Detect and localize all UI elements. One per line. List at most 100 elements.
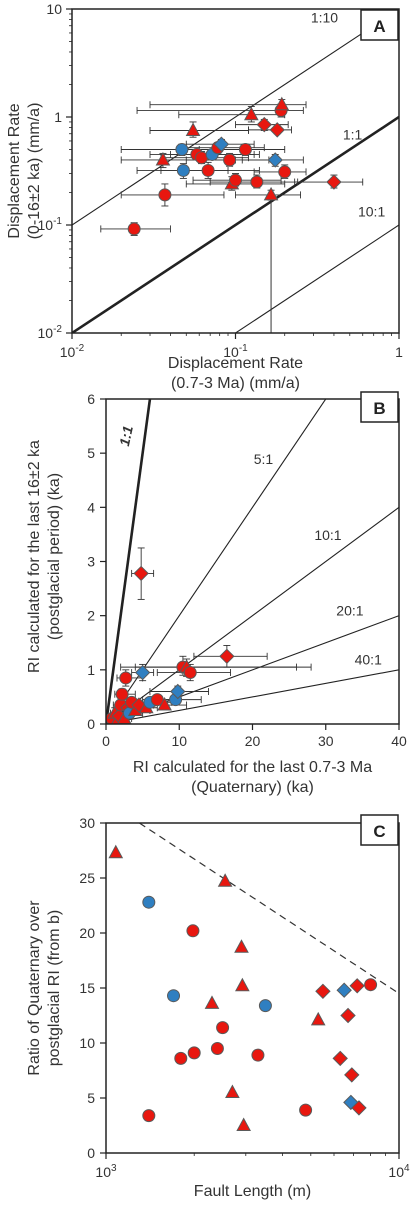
data-point [186, 924, 200, 938]
data-point [344, 1067, 360, 1083]
ratio-label: 10:1 [358, 203, 385, 219]
ratio-label: 1:10 [311, 9, 338, 25]
legend [4, 1206, 411, 1214]
data-point [250, 175, 264, 189]
data-point [269, 122, 285, 138]
panel-a-plot-area [72, 9, 399, 333]
y-axis-label: Ratio of Quaternary over postglacial RI (… [26, 900, 63, 1076]
x-tick-label: 10-1 [223, 343, 248, 360]
data-point [274, 96, 290, 111]
panel-a-chart: 1:10 1:1 10:1 10-2 10-1 1 10 1 10-1 10-2 Displacem… [6, 1, 403, 392]
data-point [235, 977, 250, 992]
error-bar [134, 658, 297, 677]
data-point [157, 696, 172, 711]
y-tick-label: 1 [87, 662, 95, 678]
data-point [174, 1051, 188, 1065]
panel-letter-c-box [360, 814, 399, 846]
data-point [187, 1046, 201, 1060]
ratio-label: 20:1 [336, 603, 363, 619]
x-tick-label: 104 [388, 1163, 410, 1180]
data-point [263, 186, 279, 201]
data-point [134, 664, 151, 681]
data-point [267, 152, 283, 168]
data-point [158, 188, 172, 202]
ratio-label: 1:1 [116, 424, 136, 447]
y-tick-label: 30 [79, 815, 95, 831]
ratio-line-5 [106, 669, 399, 724]
data-point [336, 982, 352, 998]
panel-c-plot-area [108, 823, 399, 1131]
data-point [201, 163, 215, 177]
panel-letter-b: B [373, 399, 385, 418]
data-point [170, 683, 186, 700]
data-point [108, 844, 124, 859]
data-point [315, 983, 331, 1000]
data-point [351, 1100, 367, 1116]
data-point [236, 1117, 251, 1131]
data-point [234, 939, 249, 953]
ratio-label: 40:1 [355, 651, 382, 667]
ratio-line-2 [106, 399, 327, 724]
panel-b-frame [105, 398, 400, 725]
y-tick-label: 15 [79, 980, 95, 996]
y-tick-label: 6 [87, 391, 95, 407]
data-point [299, 1103, 313, 1117]
data-point [216, 1021, 230, 1035]
data-point [167, 989, 181, 1003]
ratio-label: 10:1 [314, 527, 341, 543]
data-point [155, 151, 171, 166]
data-point [238, 143, 252, 157]
ratio-label: 5:1 [254, 451, 274, 467]
x-tick-label: 30 [318, 733, 334, 749]
data-point [310, 1011, 326, 1026]
x-tick-label: 10 [171, 733, 187, 749]
envelope-line [139, 823, 399, 995]
y-axis-label: RI calculated for the last 16±2 ka (postg… [26, 440, 63, 673]
panel-letter-a-box [360, 9, 399, 41]
data-point [185, 122, 201, 136]
panel-b-chart: 1:1 5:1 10:1 20:1 40:1 0 10 20 30 40 0 1 2 3 4 5 6 RI cal… [26, 391, 407, 796]
data-point [210, 1042, 224, 1055]
data-point [349, 978, 365, 994]
y-tick-label: 2 [87, 608, 95, 624]
data-point [278, 165, 292, 179]
y-tick-label: 4 [87, 499, 95, 515]
y-tick-label: 25 [79, 870, 95, 886]
x-tick-label: 1 [395, 344, 403, 360]
x-axis-label: Fault Length (m) [194, 1183, 311, 1200]
panel-letter-c: C [373, 822, 385, 841]
y-tick-label: 10-2 [38, 324, 63, 341]
y-tick-label: 5 [87, 445, 95, 461]
x-tick-label: 20 [245, 733, 261, 749]
ratio-line-2 [72, 115, 399, 333]
data-point [229, 173, 242, 187]
data-point [183, 666, 197, 680]
data-point [115, 687, 129, 701]
data-point [217, 873, 233, 887]
data-point [213, 136, 230, 152]
y-tick-label: 20 [79, 925, 95, 941]
panel-letter-a: A [373, 17, 385, 36]
y-tick-label: 5 [87, 1090, 95, 1106]
data-point [251, 1048, 265, 1062]
panel-letter-b-box [360, 391, 399, 423]
y-tick-label: 0 [87, 716, 95, 732]
ratio-line-4 [106, 615, 399, 724]
x-axis-label-1: RI calculated for the last 0.7-3 Ma [133, 759, 372, 776]
ratio-label: 1:1 [343, 126, 363, 142]
data-point [340, 1007, 356, 1024]
y-tick-label: 10-1 [38, 216, 63, 233]
y-tick-label: 10 [79, 1035, 95, 1051]
data-point [142, 1109, 156, 1123]
x-axis-label-2: (Quaternary) (ka) [191, 779, 314, 796]
y-tick-label: 3 [87, 554, 95, 570]
data-point [176, 163, 190, 177]
data-point [133, 565, 149, 582]
ratio-line-3 [106, 506, 399, 724]
data-point [204, 995, 220, 1009]
data-point [223, 153, 237, 167]
x-axis-label-2: (0.7-3 Ma) (mm/a) [171, 375, 300, 392]
panel-c-chart: 103 104 0 5 10 15 20 25 30 Fault Length (m) Ratio … [26, 814, 410, 1200]
data-point [219, 648, 235, 664]
